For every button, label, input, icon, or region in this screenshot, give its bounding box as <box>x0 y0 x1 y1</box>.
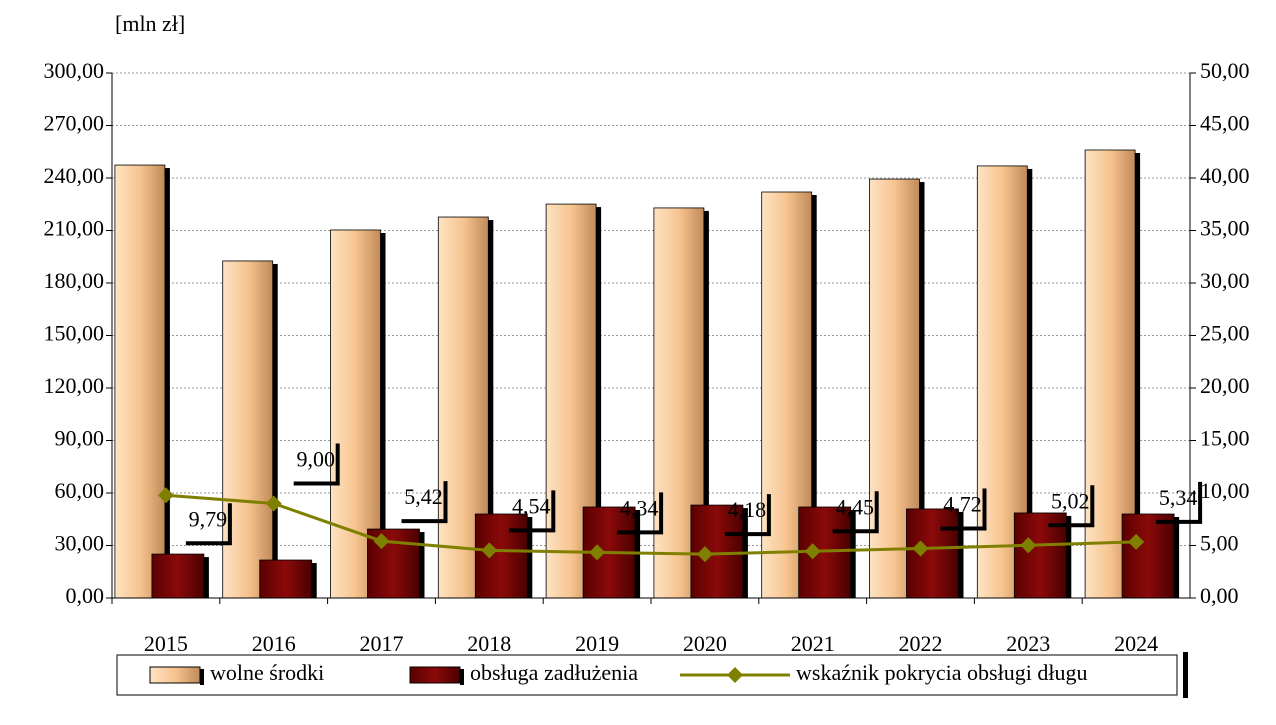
x-tick-label: 2023 <box>1006 631 1050 656</box>
data-label: 4,54 <box>512 493 551 518</box>
data-label: 4,18 <box>728 497 767 522</box>
y-tick-label: 90,00 <box>55 426 105 451</box>
marker <box>373 533 390 550</box>
y2-tick-label: 35,00 <box>1200 216 1250 241</box>
x-tick-label: 2024 <box>1114 631 1158 656</box>
y-tick-label: 240,00 <box>44 163 105 188</box>
marker <box>1128 533 1145 550</box>
y2-tick-label: 0,00 <box>1200 583 1239 608</box>
y-tick-label: 180,00 <box>44 268 105 293</box>
legend-label: obsługa zadłużenia <box>470 660 638 685</box>
label-leader <box>293 443 340 486</box>
marker <box>696 546 713 563</box>
y2-tick-label: 50,00 <box>1200 58 1250 83</box>
marker <box>481 542 498 559</box>
label-leader <box>1156 481 1203 524</box>
data-label: 9,00 <box>296 447 335 472</box>
data-label: 5,42 <box>404 484 443 509</box>
legend-label: wolne środki <box>210 660 324 685</box>
x-tick-label: 2020 <box>683 631 727 656</box>
legend-shadow <box>1183 652 1188 698</box>
x-tick-label: 2019 <box>575 631 619 656</box>
x-tick-label: 2016 <box>252 631 296 656</box>
label-leader <box>832 491 879 534</box>
line <box>165 493 1137 556</box>
legend-swatch-shadow <box>200 669 204 685</box>
marker <box>912 540 929 557</box>
label-leader <box>940 488 987 531</box>
y-tick-label: 0,00 <box>66 583 105 608</box>
data-label: 4,72 <box>943 491 982 516</box>
legend-marker <box>727 667 743 683</box>
y-tick-label: 300,00 <box>44 58 105 83</box>
y-axis-unit: [mln zł] <box>115 11 185 36</box>
marker <box>265 495 282 512</box>
bar <box>259 559 313 599</box>
bar <box>906 508 959 599</box>
marker <box>589 544 606 561</box>
y2-tick-label: 20,00 <box>1200 373 1250 398</box>
legend-swatch <box>409 666 461 684</box>
y-tick-label: 210,00 <box>44 216 105 241</box>
x-tick-label: 2015 <box>144 631 188 656</box>
bar <box>1121 513 1175 599</box>
x-tick-label: 2021 <box>791 631 835 656</box>
data-label: 9,79 <box>189 506 228 531</box>
y2-tick-label: 5,00 <box>1200 531 1239 556</box>
y2-tick-label: 25,00 <box>1200 321 1250 346</box>
y-tick-label: 270,00 <box>44 111 105 136</box>
x-tick-label: 2018 <box>467 631 511 656</box>
label-leader <box>401 481 448 524</box>
marker <box>804 543 821 560</box>
data-label: 5,02 <box>1051 488 1090 513</box>
bar <box>474 513 528 599</box>
bar <box>222 260 274 599</box>
legend-label: wskaźnik pokrycia obsługi długu <box>796 660 1087 685</box>
x-tick-label: 2022 <box>899 631 943 656</box>
y-tick-label: 150,00 <box>44 321 105 346</box>
y2-tick-label: 15,00 <box>1200 426 1250 451</box>
legend-swatch <box>149 666 201 684</box>
y2-tick-label: 10,00 <box>1200 478 1250 503</box>
label-leader <box>1048 485 1095 528</box>
label-leader <box>724 494 771 537</box>
y2-tick-label: 45,00 <box>1200 111 1250 136</box>
legend-swatch-shadow <box>460 669 464 685</box>
y2-tick-label: 30,00 <box>1200 268 1250 293</box>
y2-tick-label: 40,00 <box>1200 163 1250 188</box>
marker <box>1020 537 1037 554</box>
label-leader <box>185 503 232 546</box>
x-tick-label: 2017 <box>360 631 404 656</box>
bar <box>114 164 166 599</box>
bar <box>151 553 205 599</box>
data-label: 5,34 <box>1159 485 1198 510</box>
marker <box>157 487 174 504</box>
legend-box <box>116 654 1178 696</box>
label-leader <box>509 490 556 533</box>
y-tick-label: 30,00 <box>55 531 105 556</box>
data-label: 4,45 <box>835 494 874 519</box>
label-leader <box>617 492 664 535</box>
y-tick-label: 120,00 <box>44 373 105 398</box>
y-tick-label: 60,00 <box>55 478 105 503</box>
data-label: 4,34 <box>620 495 659 520</box>
